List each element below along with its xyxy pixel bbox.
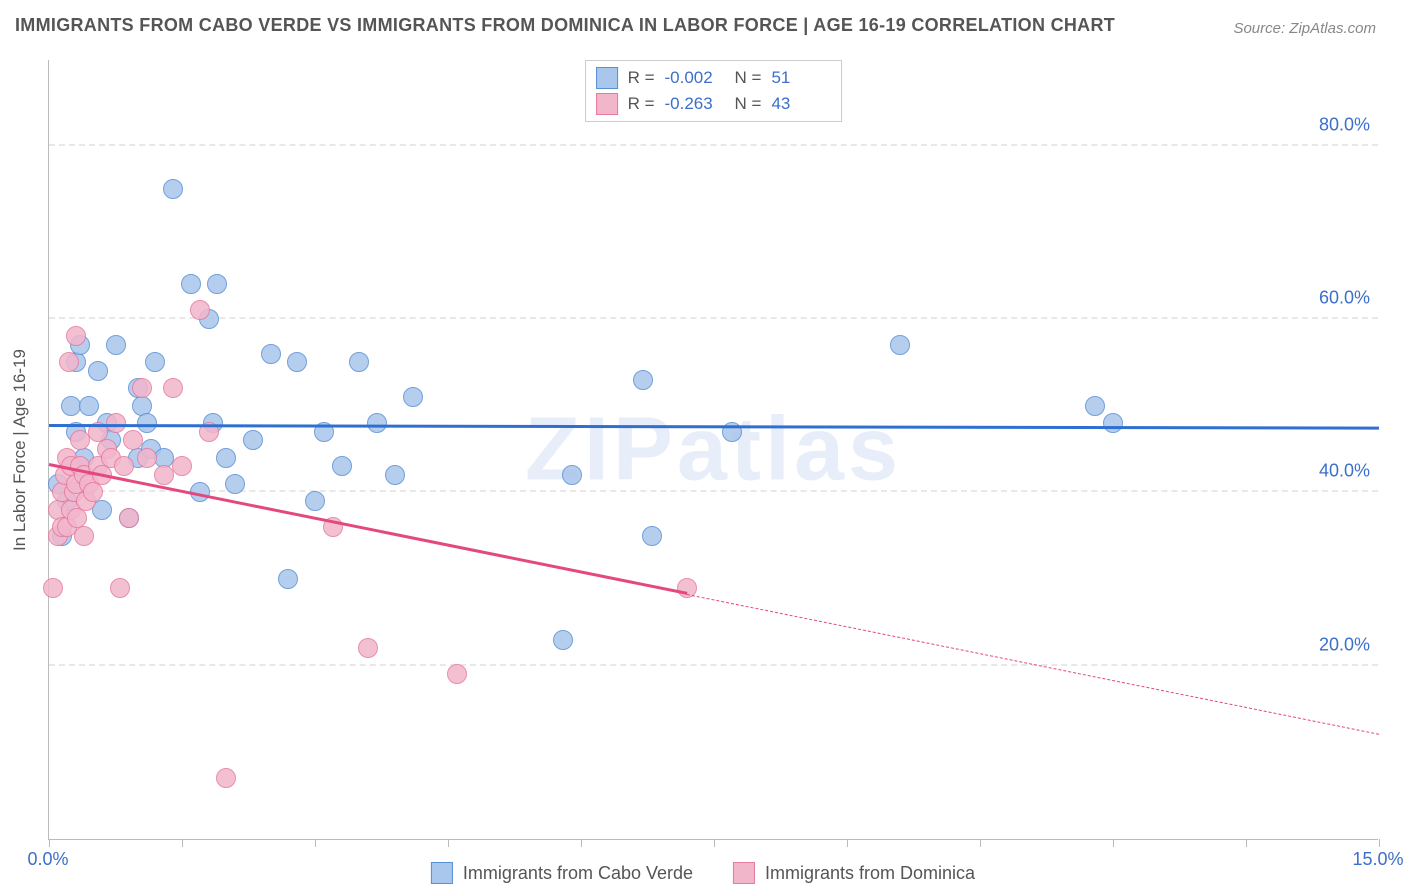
data-point [633, 370, 653, 390]
legend-item: Immigrants from Dominica [733, 862, 975, 884]
data-point [207, 274, 227, 294]
y-tick-label: 40.0% [1319, 461, 1370, 482]
legend-r-label: R = [628, 94, 655, 114]
legend-r-value: -0.263 [665, 94, 725, 114]
legend-swatch [431, 862, 453, 884]
data-point [88, 361, 108, 381]
data-point [145, 352, 165, 372]
data-point [305, 491, 325, 511]
data-point [43, 578, 63, 598]
data-point [287, 352, 307, 372]
y-axis-title: In Labor Force | Age 16-19 [10, 349, 30, 551]
grid-line [49, 664, 1378, 666]
x-tick [714, 839, 715, 847]
x-tick [1246, 839, 1247, 847]
y-tick-label: 20.0% [1319, 634, 1370, 655]
trend-line [49, 463, 688, 595]
data-point [367, 413, 387, 433]
series-legend: Immigrants from Cabo Verde Immigrants fro… [431, 862, 975, 884]
legend-n-label: N = [735, 94, 762, 114]
legend-n-value: 51 [771, 68, 831, 88]
data-point [225, 474, 245, 494]
x-tick [980, 839, 981, 847]
scatter-plot: ZIPatlas R = -0.002 N = 51 R = -0.263 N = 43 20… [48, 60, 1378, 840]
trend-line [49, 424, 1379, 430]
x-tick-label: 0.0% [27, 849, 68, 870]
x-tick [49, 839, 50, 847]
data-point [74, 526, 94, 546]
x-tick [1379, 839, 1380, 847]
x-tick [448, 839, 449, 847]
data-point [261, 344, 281, 364]
data-point [278, 569, 298, 589]
data-point [110, 578, 130, 598]
legend-swatch [733, 862, 755, 884]
x-tick-label: 15.0% [1352, 849, 1403, 870]
data-point [137, 448, 157, 468]
correlation-legend: R = -0.002 N = 51 R = -0.263 N = 43 [585, 60, 843, 122]
x-tick [847, 839, 848, 847]
legend-n-label: N = [735, 68, 762, 88]
data-point [553, 630, 573, 650]
x-tick [315, 839, 316, 847]
data-point [123, 430, 143, 450]
data-point [83, 482, 103, 502]
data-point [59, 352, 79, 372]
legend-series-name: Immigrants from Cabo Verde [463, 863, 693, 884]
data-point [66, 326, 86, 346]
x-tick [1113, 839, 1114, 847]
x-tick [182, 839, 183, 847]
data-point [106, 413, 126, 433]
data-point [332, 456, 352, 476]
legend-n-value: 43 [771, 94, 831, 114]
y-tick-label: 80.0% [1319, 114, 1370, 135]
data-point [890, 335, 910, 355]
data-point [385, 465, 405, 485]
legend-row: R = -0.002 N = 51 [596, 65, 832, 91]
data-point [642, 526, 662, 546]
data-point [1085, 396, 1105, 416]
watermark: ZIPatlas [525, 398, 902, 501]
data-point [216, 448, 236, 468]
grid-line [49, 144, 1378, 146]
y-tick-label: 60.0% [1319, 288, 1370, 309]
legend-swatch [596, 67, 618, 89]
data-point [163, 179, 183, 199]
page-title: IMMIGRANTS FROM CABO VERDE VS IMMIGRANTS… [15, 15, 1115, 36]
data-point [106, 335, 126, 355]
source-attribution: Source: ZipAtlas.com [1233, 20, 1376, 37]
x-tick [581, 839, 582, 847]
legend-series-name: Immigrants from Dominica [765, 863, 975, 884]
legend-r-label: R = [628, 68, 655, 88]
data-point [181, 274, 201, 294]
data-point [79, 396, 99, 416]
data-point [243, 430, 263, 450]
data-point [1103, 413, 1123, 433]
data-point [349, 352, 369, 372]
data-point [403, 387, 423, 407]
data-point [562, 465, 582, 485]
data-point [132, 378, 152, 398]
grid-line [49, 317, 1378, 319]
legend-row: R = -0.263 N = 43 [596, 91, 832, 117]
data-point [190, 300, 210, 320]
legend-r-value: -0.002 [665, 68, 725, 88]
data-point [119, 508, 139, 528]
data-point [358, 638, 378, 658]
legend-swatch [596, 93, 618, 115]
data-point [216, 768, 236, 788]
legend-item: Immigrants from Cabo Verde [431, 862, 693, 884]
grid-line [49, 490, 1378, 492]
data-point [172, 456, 192, 476]
data-point [163, 378, 183, 398]
data-point [137, 413, 157, 433]
data-point [114, 456, 134, 476]
data-point [447, 664, 467, 684]
